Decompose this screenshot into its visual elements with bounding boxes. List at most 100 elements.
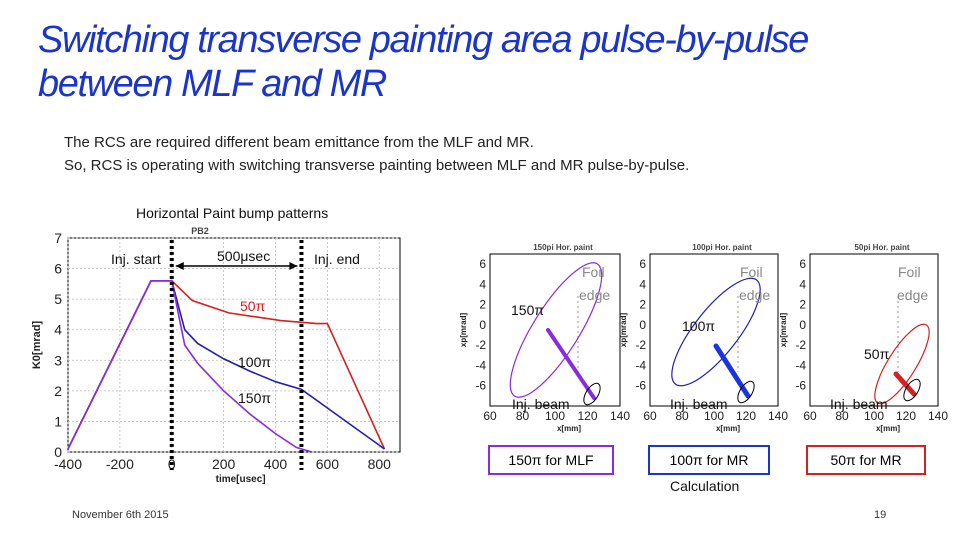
phase-y-tick-label: 2 xyxy=(479,298,486,312)
foil-label-2: Foil xyxy=(740,264,763,280)
caption-50pi-mr: 50π for MR xyxy=(806,445,926,475)
phase-y-tick-label: 0 xyxy=(799,318,806,332)
calculation-label: Calculation xyxy=(670,478,740,494)
bump-y-tick-label: 2 xyxy=(54,383,62,399)
edge-label-2: edge xyxy=(739,287,771,303)
bump-y-tick-label: 5 xyxy=(54,291,62,307)
slide-title: Switching transverse painting area pulse… xyxy=(38,18,938,106)
phase-plot-title: 50pi Hor. paint xyxy=(854,243,909,252)
phase-x-tick-label: 140 xyxy=(928,409,948,423)
description-line1: The RCS are required different beam emit… xyxy=(64,134,534,151)
painted-beam-trace xyxy=(713,343,751,399)
inj-beam-label-1: Inj. beam xyxy=(512,396,570,412)
phase-plot-frame-2 xyxy=(809,253,939,407)
phase-label-100pi: 100π xyxy=(682,318,716,334)
phase-x-tick-label: 120 xyxy=(736,409,756,423)
phase-x-tick-label: 100 xyxy=(864,409,884,423)
bump-plot-frame xyxy=(67,237,401,453)
injection-beam-ellipse xyxy=(583,382,601,406)
phase-y-tick-label: -6 xyxy=(475,379,486,393)
phase-y-tick-label: -2 xyxy=(635,338,646,352)
bump-x-tick-label: -400 xyxy=(54,456,82,472)
duration-arrow-head-right xyxy=(289,262,298,270)
phase-y-tick-label: 4 xyxy=(799,277,806,291)
description-line2: So, RCS is operating with switching tran… xyxy=(64,157,690,174)
curve-label-150pi: 150π xyxy=(238,390,272,406)
phase-x-axis-label: x[mm] xyxy=(716,424,740,433)
phase-y-tick-label: 2 xyxy=(799,298,806,312)
phase-y-tick-label: 0 xyxy=(479,318,486,332)
slide-title-line1: Switching transverse painting area pulse… xyxy=(38,19,809,61)
phase-x-tick-label: 80 xyxy=(835,409,849,423)
caption-150pi-mlf: 150π for MLF xyxy=(488,445,614,475)
phase-y-tick-label: -2 xyxy=(475,338,486,352)
phase-x-axis-label: x[mm] xyxy=(876,424,900,433)
phase-x-tick-label: 120 xyxy=(896,409,916,423)
duration-arrow-head-left xyxy=(175,262,184,270)
bump-y-tick-label: 3 xyxy=(54,352,62,368)
painted-beam-trace xyxy=(893,371,917,397)
phase-x-tick-label: 60 xyxy=(643,409,657,423)
phase-y-tick-label: -2 xyxy=(795,338,806,352)
bump-y-tick-label: 7 xyxy=(54,230,62,246)
phase-y-tick-label: 4 xyxy=(639,277,646,291)
edge-label-1: edge xyxy=(579,287,611,303)
inj-beam-label-3: Inj. beam xyxy=(830,396,888,412)
painting-ellipse xyxy=(874,323,930,405)
phase-plot-title: 150pi Hor. paint xyxy=(533,243,593,252)
phase-y-tick-label: -4 xyxy=(635,358,646,372)
phase-x-tick-label: 100 xyxy=(545,409,565,423)
phase-y-tick-label: 2 xyxy=(639,298,646,312)
caption-100pi-mr: 100π for MR xyxy=(648,445,770,475)
duration-label: 500μsec xyxy=(217,248,271,264)
footer-date: November 6th 2015 xyxy=(72,509,169,521)
slide-title-line2: between MLF and MR xyxy=(38,63,387,105)
phase-x-axis-label: x[mm] xyxy=(557,424,581,433)
page-number: 19 xyxy=(874,509,887,521)
painting-ellipse xyxy=(671,277,761,387)
bump-x-tick-label: 400 xyxy=(264,456,288,472)
phase-y-tick-label: 6 xyxy=(799,257,806,271)
phase-y-tick-label: -6 xyxy=(635,379,646,393)
phase-plot-title: 100pi Hor. paint xyxy=(692,243,752,252)
phase-y-tick-label: -4 xyxy=(795,358,806,372)
phase-y-axis-label: xp[mrad] xyxy=(459,313,468,348)
phase-y-tick-label: 0 xyxy=(639,318,646,332)
bump-y-tick-label: 6 xyxy=(54,261,62,277)
bump-x-tick-label: 200 xyxy=(212,456,236,472)
bump-y-tick-label: 1 xyxy=(54,413,62,429)
injection-beam-ellipse xyxy=(903,378,921,402)
phase-label-150pi: 150π xyxy=(511,302,545,318)
phase-x-tick-label: 80 xyxy=(516,409,530,423)
phase-x-tick-label: 60 xyxy=(483,409,497,423)
phase-x-tick-label: 140 xyxy=(610,409,630,423)
phase-x-tick-label: 80 xyxy=(675,409,689,423)
phase-plot-frame-0 xyxy=(489,253,621,407)
foil-label-3: Foil xyxy=(898,264,921,280)
bump-x-tick-label: 800 xyxy=(368,456,392,472)
painting-ellipse xyxy=(509,262,603,398)
bump-y-axis-label: K0[mrad] xyxy=(31,321,43,370)
phase-y-tick-label: 6 xyxy=(639,257,646,271)
bump-chart-title: PB2 xyxy=(191,226,209,236)
phase-x-tick-label: 100 xyxy=(704,409,724,423)
phase-y-axis-label: xp[mrad] xyxy=(779,313,788,348)
phase-x-tick-label: 140 xyxy=(768,409,788,423)
injection-beam-ellipse xyxy=(737,380,755,404)
phase-y-tick-label: 4 xyxy=(479,277,486,291)
bump-y-tick-label: 4 xyxy=(54,322,62,338)
bump-x-tick-label: -200 xyxy=(106,456,134,472)
bump-series-line-150π xyxy=(68,279,313,452)
bump-y-tick-label: 0 xyxy=(54,444,62,460)
bump-chart-heading: Horizontal Paint bump patterns xyxy=(136,205,329,221)
phase-y-tick-label: 6 xyxy=(479,257,486,271)
phase-x-tick-label: 60 xyxy=(803,409,817,423)
phase-label-50pi: 50π xyxy=(864,346,890,362)
inj-end-label: Inj. end xyxy=(314,251,360,267)
inj-beam-label-2: Inj. beam xyxy=(670,396,728,412)
curve-label-50pi: 50π xyxy=(240,298,266,314)
phase-y-tick-label: -4 xyxy=(475,358,486,372)
bump-x-axis-label: time[usec] xyxy=(216,474,266,485)
edge-label-3: edge xyxy=(897,287,929,303)
phase-x-tick-label: 120 xyxy=(577,409,597,423)
